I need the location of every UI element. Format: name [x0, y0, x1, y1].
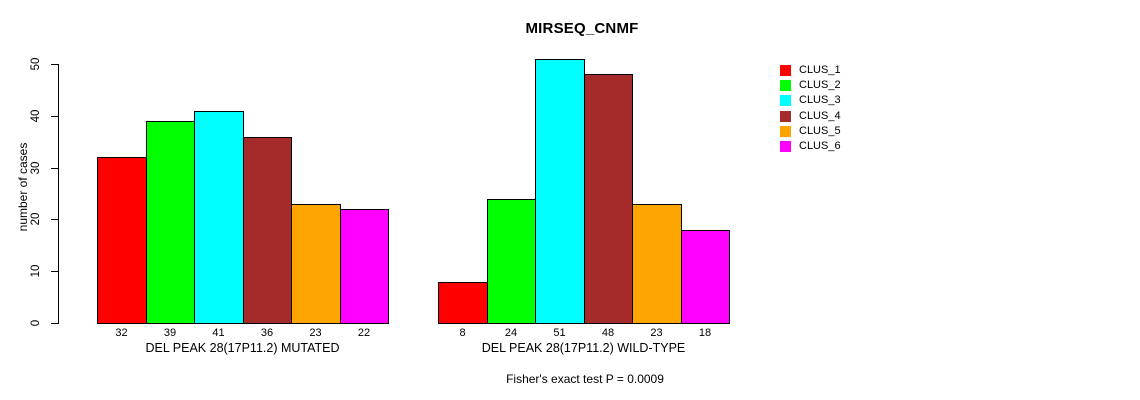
- chart-title: MIRSEQ_CNMF: [525, 20, 639, 37]
- y-axis-tick: [51, 219, 59, 220]
- y-axis-line: [58, 64, 59, 324]
- bar-value-label: 22: [357, 327, 371, 339]
- bar-value-label: 51: [553, 327, 566, 339]
- legend-item-clus_2: CLUS_2: [780, 78, 841, 93]
- y-axis-tick-label: 40: [30, 109, 42, 123]
- legend-label: CLUS_4: [799, 109, 841, 122]
- legend-swatch-icon: [780, 80, 791, 92]
- bar-group2-clus_2: [487, 199, 536, 324]
- legend-swatch-icon: [780, 141, 791, 153]
- y-axis-tick-label: 30: [30, 161, 42, 175]
- y-axis-tick: [51, 168, 59, 169]
- legend-item-clus_6: CLUS_6: [780, 139, 841, 154]
- y-axis-tick-label: 10: [30, 264, 42, 278]
- x-axis-group-label: DEL PEAK 28(17P11.2) WILD-TYPE: [481, 341, 686, 355]
- bar-group2-clus_4: [584, 74, 633, 324]
- legend: CLUS_1 CLUS_2 CLUS_3 CLUS_4 CLUS_5 CLUS_6: [780, 63, 841, 154]
- bar-group1-clus_1: [97, 157, 147, 324]
- bar-value-label: 32: [115, 327, 128, 339]
- y-axis-label: number of cases: [16, 142, 30, 232]
- bar-group2-clus_5: [632, 204, 682, 324]
- legend-swatch-icon: [780, 65, 791, 77]
- bar-value-label: 23: [650, 327, 663, 339]
- x-axis-group-label: DEL PEAK 28(17P11.2) MUTATED: [145, 341, 340, 355]
- bar-group1-clus_6: [340, 209, 389, 324]
- bar-value-label: 39: [163, 327, 177, 339]
- legend-label: CLUS_1: [799, 64, 841, 77]
- legend-label: CLUS_6: [799, 140, 841, 153]
- y-axis-tick-label: 50: [30, 57, 42, 71]
- y-axis-tick-label: 20: [30, 212, 42, 226]
- legend-label: CLUS_3: [799, 94, 841, 107]
- bar-group2-clus_3: [535, 59, 585, 324]
- bar-value-label: 48: [601, 327, 615, 339]
- bar-value-label: 36: [260, 327, 274, 339]
- bar-value-label: 18: [698, 327, 712, 339]
- y-axis-tick: [51, 64, 59, 65]
- legend-swatch-icon: [780, 95, 791, 107]
- legend-swatch-icon: [780, 125, 791, 137]
- legend-label: CLUS_5: [799, 124, 841, 137]
- y-axis-tick: [51, 323, 59, 324]
- bar-group1-clus_3: [194, 111, 244, 324]
- bar-group1-clus_5: [291, 204, 341, 324]
- bar-value-label: 41: [212, 327, 225, 339]
- legend-label: CLUS_2: [799, 79, 841, 92]
- legend-item-clus_1: CLUS_1: [780, 63, 841, 78]
- y-axis-tick: [51, 271, 59, 272]
- annotation-text: Fisher's exact test P = 0.0009: [506, 372, 664, 386]
- bar-group2-clus_1: [438, 282, 488, 324]
- legend-item-clus_3: CLUS_3: [780, 93, 841, 108]
- legend-item-clus_4: CLUS_4: [780, 109, 841, 124]
- bar-value-label: 23: [309, 327, 322, 339]
- bar-group1-clus_4: [243, 137, 292, 324]
- bar-group2-clus_6: [681, 230, 730, 324]
- legend-item-clus_5: CLUS_5: [780, 124, 841, 139]
- legend-swatch-icon: [780, 110, 791, 122]
- bar-group1-clus_2: [146, 121, 195, 324]
- y-axis-tick-label: 0: [30, 319, 42, 327]
- bar-value-label: 8: [459, 327, 466, 339]
- y-axis-tick: [51, 116, 59, 117]
- bar-value-label: 24: [504, 327, 518, 339]
